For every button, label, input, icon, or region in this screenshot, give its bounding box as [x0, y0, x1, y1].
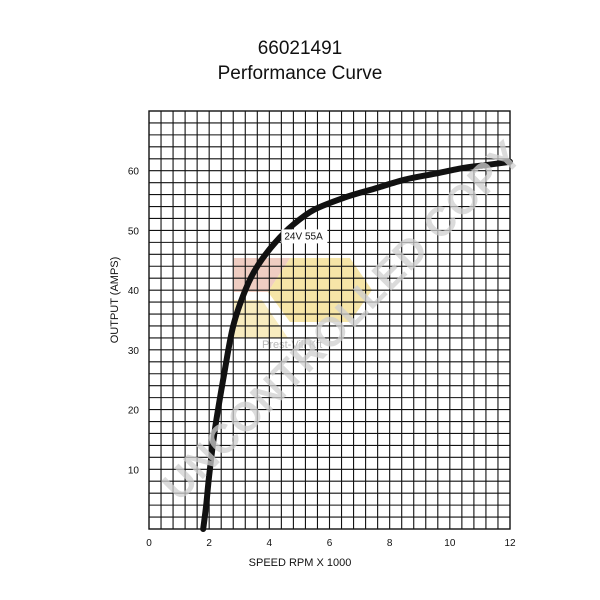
y-tick-label: 50: [128, 226, 140, 237]
annotation-background: [281, 229, 328, 244]
y-axis-label: OUTPUT (AMPS): [109, 257, 121, 344]
chart-subtitle: Performance Curve: [217, 63, 383, 84]
annotations: 24V 55A: [281, 229, 328, 244]
y-tick-label: 60: [128, 167, 140, 178]
y-tick-label: 20: [128, 406, 140, 417]
y-tick-label: 10: [128, 465, 140, 476]
x-axis-ticks: 0 2 4 6 8 10 12: [146, 538, 516, 549]
x-tick-label: 8: [387, 538, 393, 549]
y-axis-ticks: 10 20 30 40 50 60: [128, 167, 140, 477]
y-tick-label: 40: [128, 286, 140, 297]
x-tick-label: 12: [504, 538, 516, 549]
chart-title: 66021491: [257, 38, 343, 59]
x-tick-label: 0: [146, 538, 152, 549]
x-axis-label: SPEED RPM X 1000: [249, 557, 352, 569]
brand-name: Prest-Vill Kft: [262, 339, 322, 351]
grid: [149, 111, 510, 529]
x-tick-label: 10: [444, 538, 456, 549]
x-tick-label: 6: [327, 538, 333, 549]
x-tick-label: 2: [206, 538, 212, 549]
series-annotation-label: 24V 55A: [284, 231, 323, 242]
plot-border: [148, 110, 511, 530]
y-tick-label: 30: [128, 346, 140, 357]
x-tick-label: 4: [267, 538, 273, 549]
